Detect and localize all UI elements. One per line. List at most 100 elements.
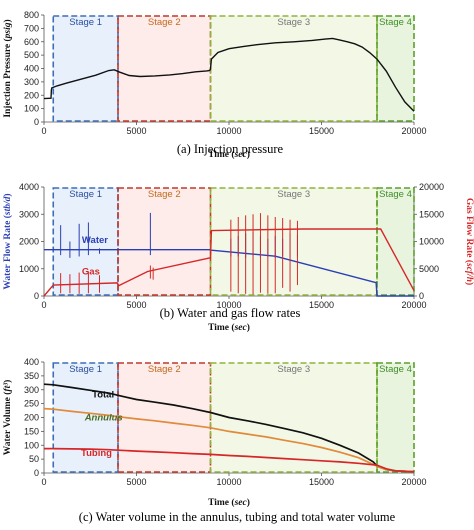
- y-tick-label: 3000: [19, 209, 39, 219]
- y-axis-label-main: Water Flow Rate (: [2, 215, 13, 289]
- y-tick-label: 150: [24, 426, 39, 436]
- y2-tick-label: 10000: [419, 237, 444, 247]
- panel-injection-pressure: 0 5000 10000 15000 20000 0 100 200 300 400 500 600 7…: [2, 10, 427, 160]
- stage-box-4: [376, 187, 415, 296]
- x-axis-label: Time (sec): [208, 322, 250, 333]
- x-tick-label: 15000: [309, 300, 334, 310]
- y-tick-label: 100: [24, 104, 39, 114]
- stage-fill-2: [118, 16, 211, 121]
- y-axis-label-end: ): [2, 19, 13, 22]
- y-axis-label: Water Volume (ft³): [2, 380, 13, 456]
- annotation-annulus: Annulus: [84, 412, 123, 423]
- y-tick-label: 1000: [19, 264, 39, 274]
- y-tick-label: 800: [24, 10, 39, 20]
- stage-label-3: Stage 3: [277, 189, 310, 200]
- x-tick-label: 5000: [126, 477, 146, 487]
- panel-caption: (c) Water volume in the annulus, tubing …: [79, 510, 396, 524]
- y-tick-label: 400: [24, 64, 39, 74]
- y-tick-label: 100: [24, 440, 39, 450]
- y-axis-label-unit: ft³: [3, 383, 13, 392]
- series-line-total: [43, 383, 415, 473]
- stage-label-3: Stage 3: [277, 17, 310, 28]
- y-tick-label: 0: [34, 468, 39, 478]
- y-axis-label-unit: stb/d: [3, 196, 13, 216]
- y2-axis-label-end: ): [464, 282, 474, 285]
- stage-fill-1: [53, 363, 118, 472]
- stage-label-1: Stage 1: [69, 364, 102, 375]
- stage-label-4: Stage 4: [379, 189, 412, 200]
- x-tick-label: 20000: [401, 477, 426, 487]
- stage-fill-3: [210, 16, 377, 121]
- stage-label-2: Stage 2: [148, 17, 181, 28]
- x-axis-label-unit: sec: [234, 150, 248, 160]
- y-axis-label-main: Water Volume (: [2, 392, 13, 456]
- annotation-total: Total: [92, 390, 114, 401]
- x-axis-label-main: Time (: [208, 322, 234, 333]
- series-line-gas: [43, 228, 415, 297]
- y-axis-label-end: ): [2, 380, 13, 383]
- x-tick-label: 10000: [216, 477, 241, 487]
- y-tick-label: 300: [24, 77, 39, 87]
- stage-fill-3: [210, 363, 377, 472]
- stage-label-3: Stage 3: [277, 364, 310, 375]
- x-tick-label: 5000: [126, 300, 146, 310]
- y-tick-label: 0: [34, 291, 39, 301]
- y-axis-label: Injection Pressure (psig): [2, 19, 13, 117]
- series-line-annulus: [43, 407, 415, 473]
- y-tick-label: 0: [34, 117, 39, 127]
- x-tick-label: 10000: [216, 126, 241, 136]
- x-tick-label: 0: [41, 477, 46, 487]
- panel-caption: (b) Water and gas flow rates: [160, 306, 301, 320]
- y-tick-label: 500: [24, 50, 39, 60]
- stage-label-2: Stage 2: [148, 364, 181, 375]
- x-tick-label: 5000: [126, 126, 146, 136]
- stage-box-4: [376, 15, 415, 122]
- stage-label-4: Stage 4: [379, 17, 412, 28]
- stage-fill-4: [377, 363, 414, 472]
- y-tick-label: 700: [24, 23, 39, 33]
- series-line-pressure: [43, 37, 415, 112]
- stage-box-4: [376, 362, 415, 473]
- x-axis-label-end: ): [247, 497, 250, 508]
- y2-tick-label: 15000: [419, 209, 444, 219]
- y-axis-label-unit: psig: [3, 22, 13, 39]
- y-tick-label: 400: [24, 357, 39, 367]
- x-tick-label: 20000: [401, 126, 426, 136]
- y-tick-label: 600: [24, 37, 39, 47]
- panel-water-volume: 0 5000 10000 15000 20000 0 50 100 150 200 250 300 35…: [2, 357, 427, 524]
- x-tick-label: 0: [41, 126, 46, 136]
- annotation-water: Water: [82, 235, 108, 246]
- x-tick-label: 15000: [309, 477, 334, 487]
- y2-axis-label-unit: scf/h: [464, 262, 474, 282]
- y-tick-label: 2000: [19, 237, 39, 247]
- x-axis-label-end: ): [247, 322, 250, 333]
- stage-fill-4: [377, 188, 414, 295]
- x-axis-label: Time (sec): [208, 497, 250, 508]
- stage-fill-1: [53, 188, 118, 295]
- y-axis-label: Water Flow Rate (stb/d): [2, 193, 13, 289]
- y2-tick-label: 0: [419, 291, 424, 301]
- y-tick-label: 50: [29, 454, 39, 464]
- x-tick-label: 10000: [216, 300, 241, 310]
- x-axis-label-unit: sec: [234, 323, 248, 333]
- x-tick-label: 20000: [401, 300, 426, 310]
- annotation-tubing: Tubing: [81, 448, 112, 459]
- stage-fill-2: [118, 188, 211, 295]
- y-tick-label: 250: [24, 399, 39, 409]
- y-tick-label: 200: [24, 90, 39, 100]
- stage-label-4: Stage 4: [379, 364, 412, 375]
- series-line-tubing: [44, 447, 415, 473]
- stage-label-2: Stage 2: [148, 189, 181, 200]
- panel-caption: (a) Injection pressure: [177, 142, 284, 156]
- stage-label-1: Stage 1: [69, 17, 102, 28]
- stage-fill-4: [377, 16, 414, 121]
- x-axis-label-main: Time (: [208, 149, 234, 160]
- y-tick-label: 350: [24, 371, 39, 381]
- y2-axis-label: Gas Flow Rate (scf/h): [464, 198, 474, 285]
- y-tick-label: 200: [24, 413, 39, 423]
- y-axis-label-end: ): [2, 193, 13, 196]
- x-axis-label-unit: sec: [234, 498, 248, 508]
- y-tick-label: 4000: [19, 182, 39, 192]
- annotation-gas: Gas: [82, 267, 100, 278]
